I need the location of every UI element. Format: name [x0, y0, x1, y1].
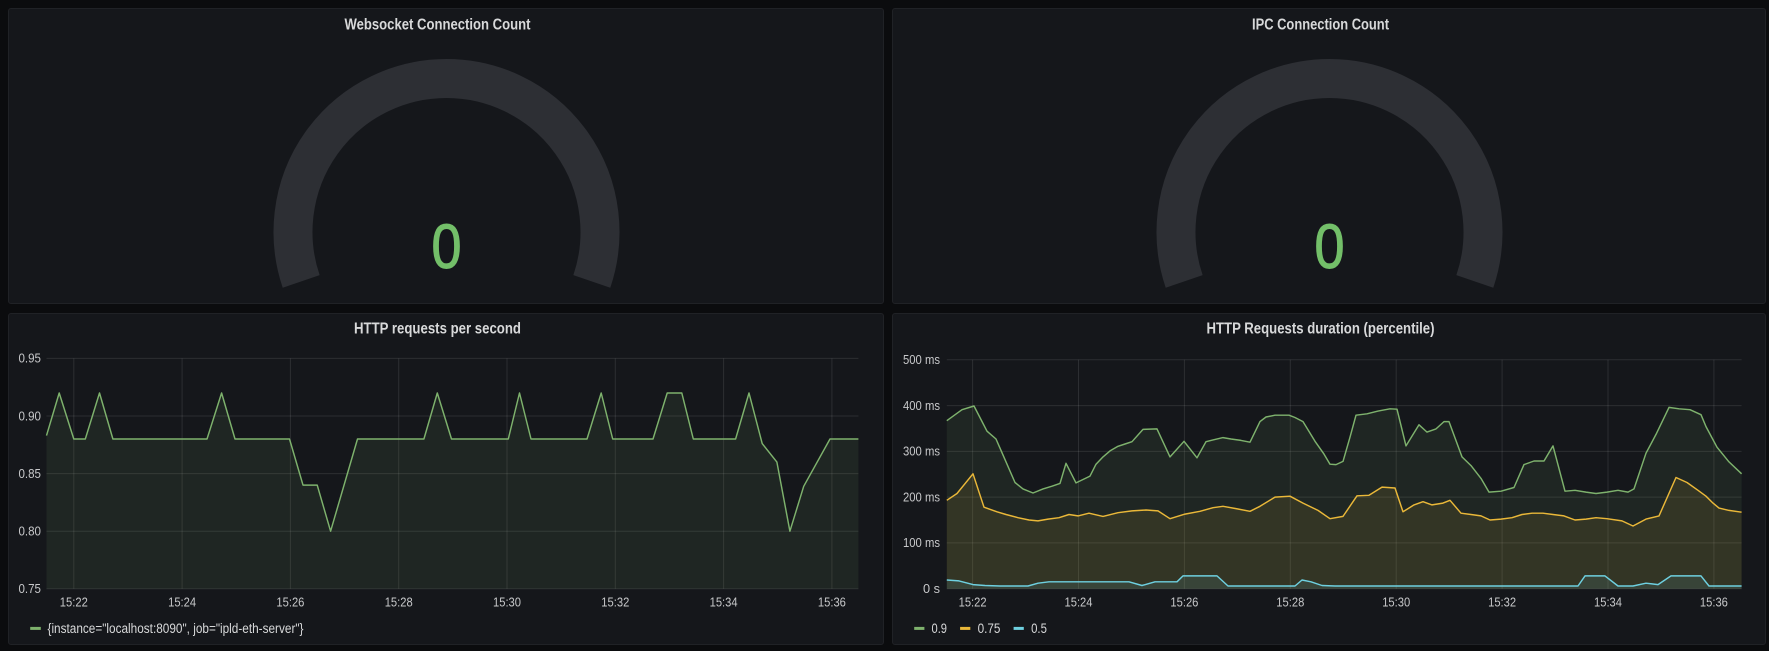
- svg-text:15:24: 15:24: [168, 596, 196, 610]
- svg-text:15:26: 15:26: [276, 596, 304, 610]
- svg-text:15:32: 15:32: [601, 596, 629, 610]
- svg-text:200 ms: 200 ms: [903, 490, 940, 504]
- svg-text:0.75: 0.75: [978, 621, 1001, 636]
- svg-text:0: 0: [1315, 212, 1345, 282]
- svg-text:15:36: 15:36: [1700, 596, 1728, 610]
- svg-text:0.85: 0.85: [19, 467, 42, 481]
- svg-text:0 s: 0 s: [923, 582, 940, 596]
- svg-text:Websocket Connection Count: Websocket Connection Count: [345, 17, 532, 34]
- svg-text:15:22: 15:22: [959, 596, 987, 610]
- svg-text:0.5: 0.5: [1031, 621, 1047, 636]
- svg-text:HTTP requests per second: HTTP requests per second: [354, 321, 521, 338]
- svg-text:15:22: 15:22: [60, 596, 88, 610]
- svg-text:0.90: 0.90: [19, 409, 42, 423]
- svg-text:0.80: 0.80: [19, 525, 42, 539]
- svg-text:0: 0: [432, 212, 462, 282]
- svg-text:15:28: 15:28: [385, 596, 413, 610]
- svg-text:400 ms: 400 ms: [903, 399, 940, 413]
- svg-text:0.95: 0.95: [19, 352, 42, 366]
- svg-text:15:26: 15:26: [1170, 596, 1198, 610]
- svg-text:15:30: 15:30: [1382, 596, 1410, 610]
- svg-text:300 ms: 300 ms: [903, 445, 940, 459]
- svg-text:{instance="localhost:8090", jo: {instance="localhost:8090", job="ipld-et…: [48, 621, 304, 636]
- svg-text:15:28: 15:28: [1276, 596, 1304, 610]
- svg-text:15:30: 15:30: [493, 596, 521, 610]
- svg-text:HTTP Requests duration (percen: HTTP Requests duration (percentile): [1207, 321, 1435, 338]
- svg-text:15:24: 15:24: [1065, 596, 1093, 610]
- svg-text:15:34: 15:34: [710, 596, 738, 610]
- svg-text:0.9: 0.9: [932, 621, 948, 636]
- svg-text:15:34: 15:34: [1594, 596, 1622, 610]
- svg-text:500 ms: 500 ms: [903, 353, 940, 367]
- svg-text:0.75: 0.75: [19, 582, 42, 596]
- svg-text:IPC Connection Count: IPC Connection Count: [1252, 17, 1390, 34]
- svg-text:15:36: 15:36: [818, 596, 846, 610]
- svg-text:15:32: 15:32: [1488, 596, 1516, 610]
- svg-text:100 ms: 100 ms: [903, 536, 940, 550]
